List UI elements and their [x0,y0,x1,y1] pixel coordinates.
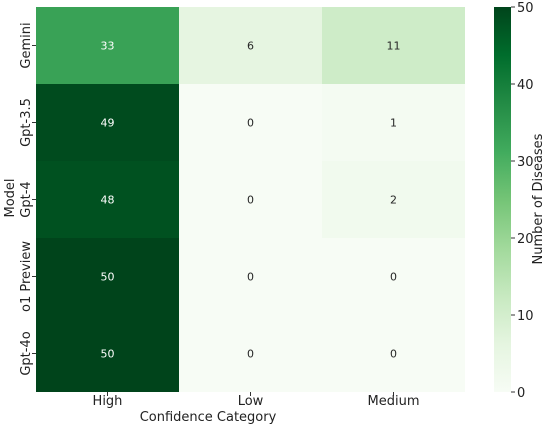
heatmap-cell [322,7,465,84]
colorbar-tick-label: 30 [517,155,534,170]
heatmap-cell [36,84,179,161]
heatmap-cell-value: 1 [390,117,397,130]
y-tick-label: Gemini [19,22,34,68]
heatmap-cell [322,161,465,238]
colorbar-tick-label: 40 [517,78,534,93]
colorbar-tick-label: 50 [517,1,534,16]
y-tick-label: Gpt-4 [19,181,34,217]
heatmap-cell [322,315,465,392]
heatmap-cell-value: 49 [101,117,115,130]
x-axis-title: Confidence Category [140,410,277,425]
heatmap-cell-value: 0 [390,348,397,361]
heatmap-cell-value: 0 [390,271,397,284]
colorbar-tick-label: 20 [517,232,534,247]
heatmap-cell-labels: 33 6 11 49 0 1 48 0 2 50 0 0 50 0 0 [101,40,401,361]
heatmap-cell-value: 2 [390,194,397,207]
heatmap-cell [36,238,179,315]
heatmap-cell-value: 0 [247,194,254,207]
colorbar-ticks: 0 10 20 30 40 50 [511,1,534,401]
x-tick-label: High [93,394,123,409]
y-tick-label: Gpt-3.5 [19,98,34,147]
x-tick-label: Medium [368,394,420,409]
heatmap-cell [36,7,179,84]
heatmap-cell-value: 50 [101,271,115,284]
y-tick-label: o1 Preview [19,241,34,312]
heatmap-cell [322,84,465,161]
heatmap-cells [36,7,465,392]
heatmap-cell [36,161,179,238]
y-axis-title: Model [3,178,18,217]
heatmap-cell-value: 11 [387,40,401,53]
x-tick-label: Low [238,394,264,409]
heatmap-cell [322,238,465,315]
heatmap-cell [179,7,322,84]
colorbar [494,7,511,392]
heatmap-cell-value: 0 [247,271,254,284]
heatmap-cell [179,161,322,238]
heatmap-cell-value: 6 [247,40,254,53]
colorbar-tick-label: 0 [517,386,525,401]
heatmap-cell-value: 0 [247,117,254,130]
y-tick-label: Gpt-4o [19,331,34,375]
colorbar-tick-label: 10 [517,309,534,324]
colorbar-title: Number of Diseases [531,133,546,264]
heatmap-cell [179,315,322,392]
heatmap-cell [179,84,322,161]
y-axis-ticks: Gemini Gpt-3.5 Gpt-4 o1 Preview Gpt-4o [19,22,36,376]
heatmap-cell-value: 50 [101,348,115,361]
heatmap-cell-value: 33 [101,40,115,53]
x-axis-ticks: High Low Medium [93,392,420,409]
heatmap-cell-value: 48 [101,194,115,207]
heatmap-cell-value: 0 [247,348,254,361]
heatmap-cell [36,315,179,392]
heatmap-cell [179,238,322,315]
